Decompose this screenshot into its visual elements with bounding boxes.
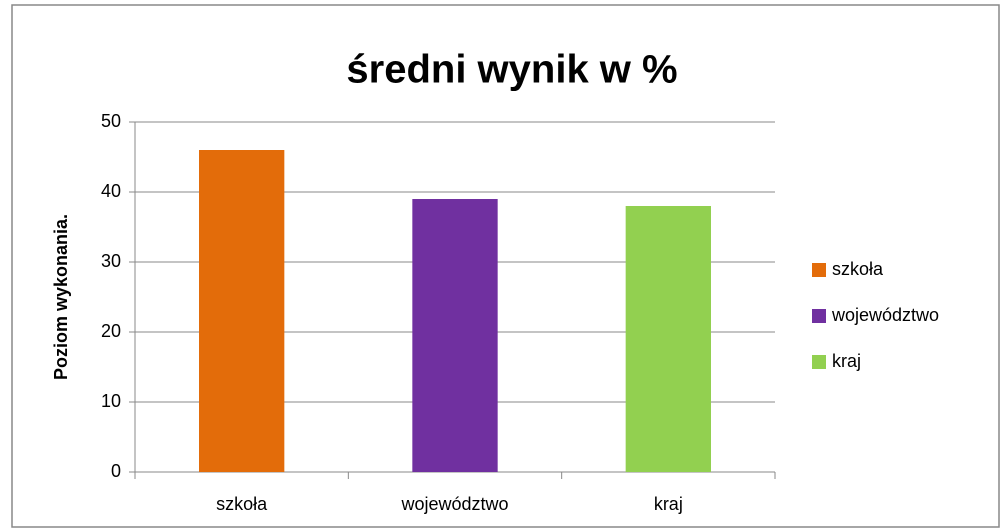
- y-tick-label: 20: [101, 321, 121, 341]
- x-tick-label: szkoła: [216, 494, 268, 514]
- chart-title: średni wynik w %: [346, 48, 677, 92]
- y-tick-label: 50: [101, 111, 121, 131]
- legend-label: szkoła: [832, 259, 884, 279]
- chart-border: [11, 4, 1000, 528]
- y-tick-label: 30: [101, 251, 121, 271]
- bar: [412, 199, 498, 472]
- bar: [199, 150, 285, 472]
- y-tick-label: 10: [101, 391, 121, 411]
- x-tick-label: województwo: [400, 494, 508, 514]
- legend-label: kraj: [832, 351, 861, 371]
- legend-swatch: [812, 309, 826, 323]
- y-axis-label: Poziom wykonania.: [51, 214, 71, 380]
- legend-swatch: [812, 263, 826, 277]
- y-tick-label: 40: [101, 181, 121, 201]
- legend-swatch: [812, 355, 826, 369]
- legend-label: województwo: [831, 305, 939, 325]
- y-tick-label: 0: [111, 461, 121, 481]
- x-tick-label: kraj: [654, 494, 683, 514]
- bar: [625, 206, 711, 472]
